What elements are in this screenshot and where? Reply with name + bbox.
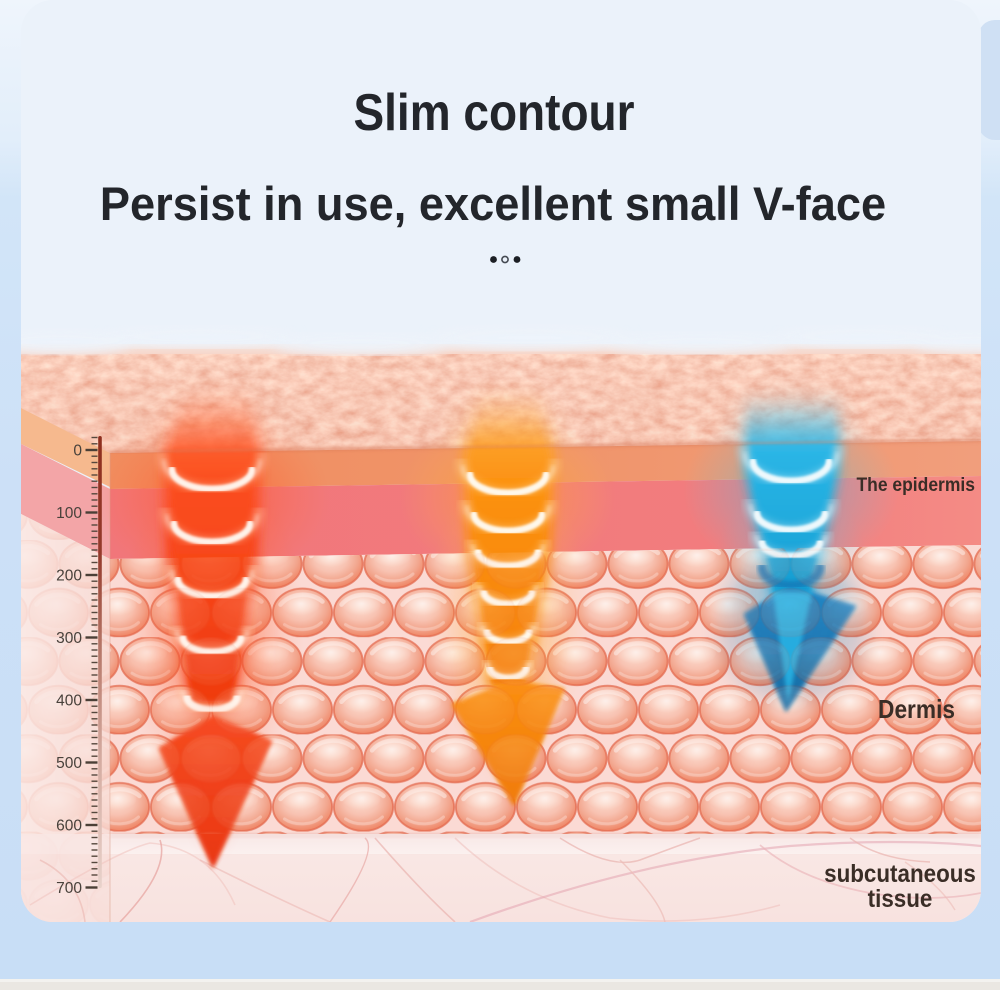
svg-text:Slim contour: Slim contour: [353, 85, 634, 142]
svg-text:600: 600: [56, 818, 82, 835]
svg-text:500: 500: [56, 755, 82, 772]
svg-text:Persist in use, excellent smal: Persist in use, excellent small V-face: [100, 177, 886, 230]
svg-text:300: 300: [56, 630, 82, 647]
svg-text:200: 200: [56, 568, 82, 585]
svg-text:subcutaneous: subcutaneous: [824, 860, 976, 888]
svg-text:The epidermis: The epidermis: [856, 473, 975, 495]
svg-text:700: 700: [56, 880, 82, 897]
svg-text:tissue: tissue: [868, 885, 933, 913]
svg-text:Dermis: Dermis: [878, 696, 955, 725]
svg-text:400: 400: [56, 693, 82, 710]
svg-text:0: 0: [73, 443, 82, 460]
svg-text:100: 100: [56, 505, 82, 522]
